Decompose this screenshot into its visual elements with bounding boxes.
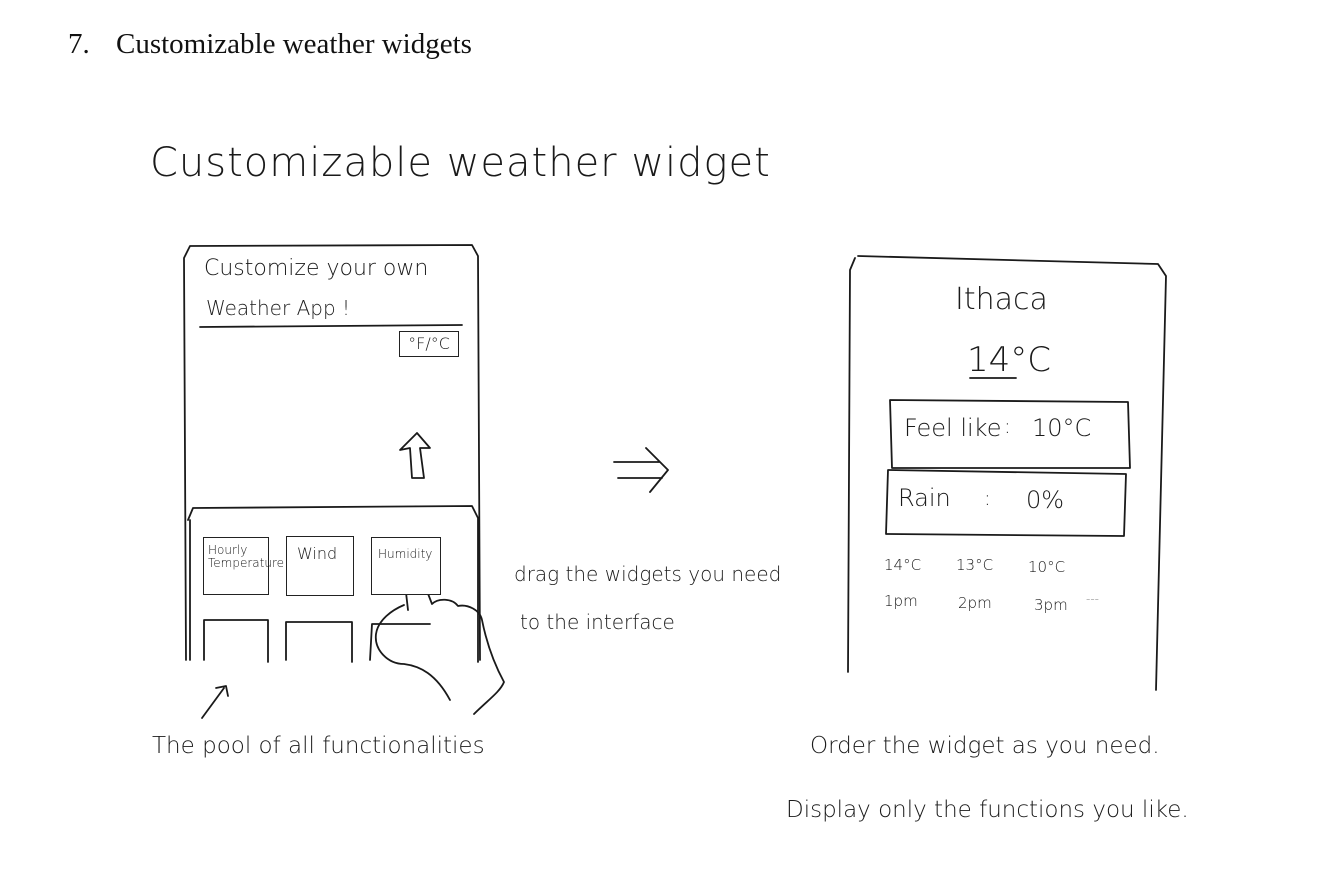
widget-tile-label: Humidity [378,547,433,561]
customize-title-line2: Weather App ! [206,296,351,320]
hourly-more: --- [1086,592,1099,606]
feel-like-separator: : [1004,414,1011,438]
drag-note-line2: to the interface [520,610,675,634]
pool-tile-empty [203,619,269,663]
customize-title-line1: Customize your own [204,256,429,281]
city-name: Ithaca [955,282,1048,317]
current-temperature: 14°C [967,340,1052,380]
pool-tile-empty [285,621,353,663]
rain-label: Rain [898,484,951,512]
order-note-line2: Display only the functions you like. [786,797,1189,823]
pool-tile-empty [369,623,431,661]
widget-tile-humidity[interactable]: Humidity [371,537,441,595]
hourly-temp: 14°C [884,556,922,574]
right-phone-frame [847,255,1167,691]
drag-note-line1: drag the widgets you need [514,562,782,586]
widget-tile-hourly-temperature[interactable]: Hourly Temperature [203,537,285,595]
rain-value: 0% [1026,486,1065,514]
title-underline [199,324,463,328]
hourly-temp: 13°C [956,556,994,574]
hourly-temp: 10°C [1028,558,1066,576]
rain-separator: : [984,486,991,510]
pool-panel [187,505,479,663]
pool-caption: The pool of all functionalities [152,733,485,759]
feel-like-label: Feel like [904,414,1002,442]
sketch-title: Customizable weather widget [150,140,771,186]
unit-toggle-button[interactable]: °F/°C [399,331,459,357]
widget-tile-label: Hourly Temperature [208,543,285,570]
order-note-line1: Order the widget as you need. [810,733,1160,759]
feel-like-box [889,399,1131,469]
section-heading: 7. Customizable weather widgets [68,28,472,61]
hourly-time: 1pm [884,592,918,610]
left-phone-frame [183,244,481,661]
feel-like-value: 10°C [1032,414,1092,442]
rain-box [885,469,1127,537]
hourly-time: 3pm [1034,596,1068,614]
section-number: 7. [68,28,90,60]
widget-tile-wind[interactable]: Wind [286,536,354,596]
hourly-time: 2pm [958,594,992,612]
pool-pointer-icon [201,685,229,719]
widget-tile-label: Wind [297,544,338,563]
up-arrow-icon [399,432,431,479]
section-title: Customizable weather widgets [116,28,472,60]
double-arrow-icon [613,447,669,493]
